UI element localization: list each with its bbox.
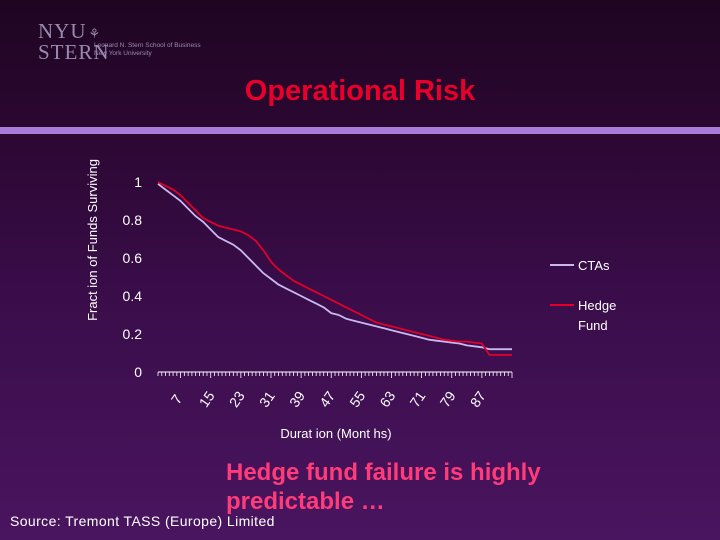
series-line-hedge-fund xyxy=(157,181,512,356)
chart-axes xyxy=(157,371,513,378)
y-tick-label: 0.4 xyxy=(123,288,143,304)
survival-chart: Fract ion of Funds Surviving Durat ion (… xyxy=(85,159,616,441)
logo-subtitle-line2: New York University xyxy=(94,50,152,57)
y-tick-label: 1 xyxy=(134,174,142,190)
school-logo: NYU ⚘ STERN Leonard N. Stern School of Bu… xyxy=(38,19,228,68)
chart-legend: CTAs Hedge Fund xyxy=(550,258,616,333)
x-tick-label: 79 xyxy=(437,388,459,410)
title-divider xyxy=(0,127,720,134)
x-tick-label: 23 xyxy=(226,388,248,410)
logo-subtitle: Leonard N. Stern School of Business New … xyxy=(94,42,201,58)
x-tick-label: 71 xyxy=(407,388,429,410)
x-tick-label: 7 xyxy=(168,391,186,407)
y-tick-label: 0 xyxy=(134,364,142,380)
x-tick-label: 39 xyxy=(286,388,308,410)
y-tick-label: 0.2 xyxy=(123,326,143,342)
legend-label: Hedge Fund xyxy=(578,298,616,333)
x-tick-label: 47 xyxy=(316,388,338,410)
x-tick-label: 63 xyxy=(376,388,398,410)
x-axis-ticks: 7 15 23 31 39 47 55 63 71 79 87 xyxy=(168,388,489,410)
legend-label: CTAs xyxy=(578,258,610,273)
slide-title: Operational Risk xyxy=(244,75,476,107)
logo-mark-line2: STERN xyxy=(38,40,110,64)
logo-subtitle-line1: Leonard N. Stern School of Business xyxy=(94,42,201,49)
x-tick-label: 55 xyxy=(346,388,368,410)
logo-mark-line1: NYU ⚘ xyxy=(38,19,102,43)
y-axis-title: Fract ion of Funds Surviving xyxy=(85,159,100,321)
x-axis-title: Durat ion (Mont hs) xyxy=(280,426,391,441)
series-line-ctas xyxy=(157,183,512,351)
y-axis-ticks: 0 0.2 0.4 0.6 0.8 1 xyxy=(123,174,143,380)
x-tick-label: 87 xyxy=(467,388,489,410)
x-tick-label: 31 xyxy=(256,388,278,410)
y-tick-label: 0.6 xyxy=(123,250,143,266)
source-note: Source: Tremont TASS (Europe) Limited xyxy=(10,513,275,529)
slide-caption: Hedge fund failure is highly predictable… xyxy=(226,459,541,515)
torch-icon: ⚘ xyxy=(88,26,102,41)
logo-mark: NYU ⚘ STERN xyxy=(38,19,110,64)
chart-series xyxy=(157,181,512,356)
x-tick-label: 15 xyxy=(196,388,218,410)
y-tick-label: 0.8 xyxy=(123,212,143,228)
